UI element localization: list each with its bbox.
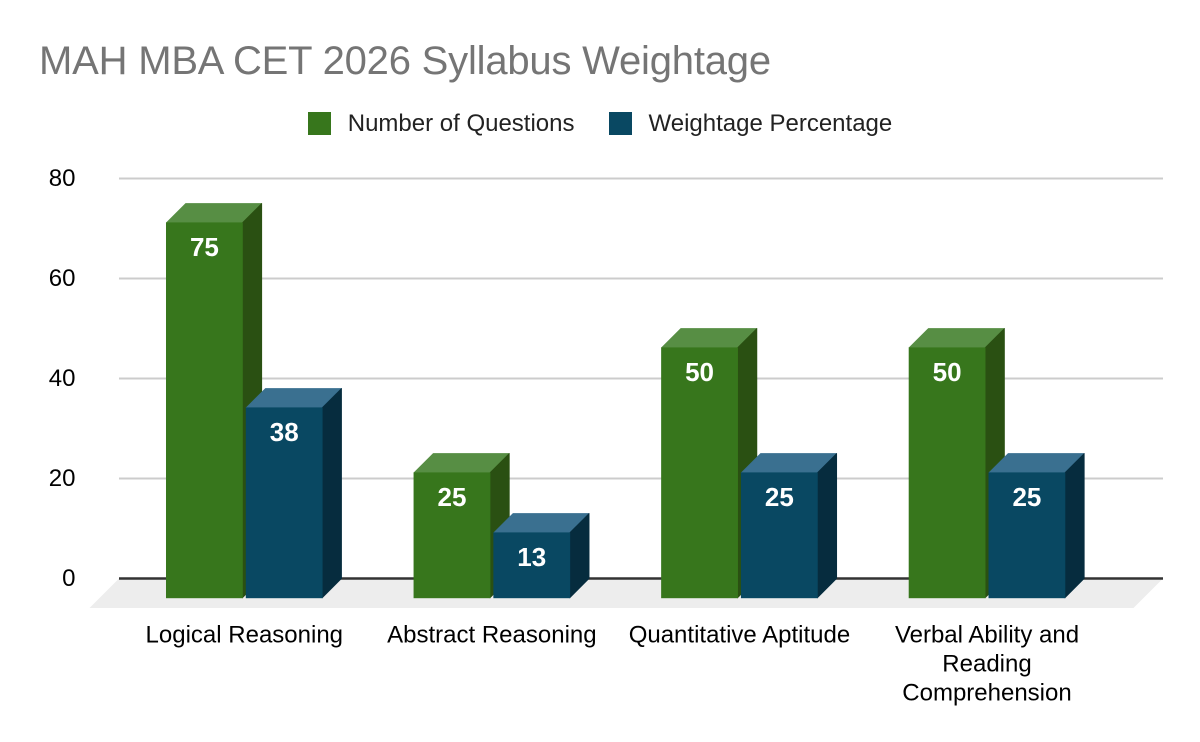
bar-weightage-percentage-verbal-ability-and: 25 (988, 453, 1085, 599)
y-axis-tick-label: 60 (49, 265, 76, 292)
bar-weightage-percentage-quantitative-aptitude: 25 (740, 453, 838, 599)
bar-value-label: 25 (438, 482, 467, 512)
bar-value-label: 50 (933, 357, 962, 387)
bar-front-face (493, 532, 571, 599)
bar-front-face (413, 472, 491, 599)
bar-front-face (988, 472, 1066, 599)
bar-weightage-percentage-abstract-reasoning: 13 (493, 513, 590, 599)
bar-front-face (245, 407, 323, 599)
legend: Number of Questions Weightage Percentage (0, 110, 1200, 137)
bar-value-label: 13 (517, 542, 546, 572)
legend-swatch-number-of-questions (307, 112, 331, 135)
bar-front-face (165, 222, 243, 599)
bar-front-face (740, 472, 818, 599)
bar-value-label: 25 (765, 482, 794, 512)
legend-swatch-weightage-percentage (608, 112, 632, 135)
bar-value-label: 38 (270, 417, 299, 447)
legend-label-weightage-percentage: Weightage Percentage (648, 110, 893, 137)
y-axis-tick-label: 80 (49, 165, 76, 192)
legend-label-number-of-questions: Number of Questions (347, 110, 575, 137)
category-label: Abstract Reasoning (387, 622, 596, 649)
bar-value-label: 50 (685, 357, 714, 387)
bar-side-face (321, 388, 342, 599)
legend-item-weightage-percentage: Weightage Percentage (608, 110, 893, 137)
category-label: Verbal Ability and (895, 622, 1079, 649)
category-label: Logical Reasoning (146, 622, 343, 649)
category-label: Comprehension (902, 680, 1071, 707)
bar-number-of-questions-abstract-reasoning: 25 (413, 453, 510, 599)
bar-front-face (908, 347, 986, 599)
chart-title: MAH MBA CET 2026 Syllabus Weightage (39, 39, 771, 83)
category-label: Reading (942, 651, 1031, 678)
chart-floor-3d (89, 578, 1163, 608)
category-label: Quantitative Aptitude (629, 622, 850, 649)
bar-value-label: 25 (1012, 482, 1041, 512)
y-axis-tick-label: 0 (62, 565, 75, 592)
legend-item-number-of-questions: Number of Questions (307, 110, 575, 137)
bar-number-of-questions-verbal-ability-and: 50 (908, 328, 1005, 599)
bar-value-label: 75 (190, 232, 219, 262)
bar-side-face (1064, 453, 1085, 599)
bar-front-face (661, 347, 738, 599)
bar-weightage-percentage-logical-reasoning: 38 (245, 388, 342, 599)
y-axis-tick-label: 40 (49, 365, 76, 392)
y-axis-tick-label: 20 (49, 465, 76, 492)
bar-side-face (816, 453, 838, 599)
